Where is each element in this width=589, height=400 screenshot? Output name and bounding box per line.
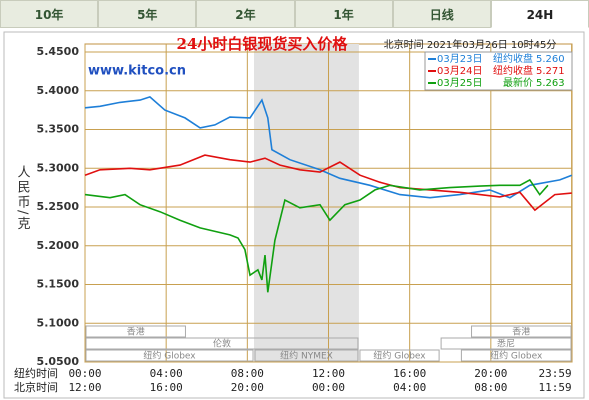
y-tick-label: 5.3000 bbox=[37, 161, 80, 174]
x2-tick-label: 08:00 bbox=[474, 381, 507, 394]
session-label: 纽约 Globex bbox=[373, 350, 426, 362]
legend-name: 03月25日 bbox=[437, 77, 482, 89]
x-tick-label: 08:00 bbox=[231, 367, 264, 380]
x2-tick-label: 04:00 bbox=[393, 381, 426, 394]
x2-tick-label: 11:59 bbox=[538, 381, 571, 394]
tab[interactable]: 日线 bbox=[392, 0, 491, 28]
session-bar bbox=[440, 337, 572, 350]
watermark: www.kitco.cn bbox=[88, 64, 186, 79]
legend-box bbox=[424, 51, 573, 91]
legend-close: 5.271 bbox=[536, 66, 565, 77]
chart-title: 24小时白银现货买入价格 bbox=[177, 35, 349, 53]
tab[interactable]: 24H bbox=[490, 0, 589, 28]
session-bar bbox=[254, 349, 359, 362]
y-tick-label: 5.1500 bbox=[37, 278, 80, 291]
x2-tick-label: 12:00 bbox=[68, 381, 101, 394]
y-tick-label: 5.2500 bbox=[37, 200, 80, 213]
tab[interactable]: 1年 bbox=[294, 0, 393, 28]
session-bar bbox=[471, 325, 572, 338]
x2-tick-label: 20:00 bbox=[231, 381, 264, 394]
x2-row-title: 北京时间 bbox=[14, 380, 58, 394]
session-bar bbox=[85, 349, 254, 362]
session-label: 伦敦 bbox=[213, 338, 231, 350]
session-label: 纽约 NYMEX bbox=[280, 350, 333, 362]
session-bar bbox=[85, 337, 359, 350]
nymex-shade bbox=[254, 44, 359, 362]
y-tick-label: 5.4000 bbox=[37, 84, 80, 97]
legend-close: 5.263 bbox=[536, 78, 565, 89]
session-label: 香港 bbox=[127, 326, 145, 338]
legend-close: 5.260 bbox=[536, 54, 565, 65]
session-bar bbox=[359, 349, 440, 362]
tab[interactable]: 10年 bbox=[0, 0, 99, 28]
session-bar bbox=[85, 325, 186, 338]
session-label: 悉尼 bbox=[497, 338, 515, 350]
chart: 5.0500 5.1000 5.1500 5.2000 5.2500 5.3000 5.35… bbox=[3, 31, 585, 399]
y-tick-label: 5.2000 bbox=[37, 239, 80, 252]
series-line bbox=[84, 178, 549, 293]
legend-note: 纽约收盘 bbox=[493, 52, 533, 65]
y-tick-label: 5.3500 bbox=[37, 123, 80, 136]
y-axis-title: 人民币/克 bbox=[15, 165, 31, 231]
session-label: 香港 bbox=[512, 326, 530, 338]
x2-tick-label: 16:00 bbox=[150, 381, 183, 394]
timestamp: 北京时间 2021年03月26日 10时45分 bbox=[384, 38, 557, 51]
tab[interactable]: 5年 bbox=[98, 0, 197, 28]
y-tick-label: 5.0500 bbox=[37, 355, 80, 368]
x-tick-label: 04:00 bbox=[150, 367, 183, 380]
legend-note: 纽约收盘 bbox=[493, 64, 533, 77]
legend-note: 最新价 bbox=[503, 76, 533, 89]
legend-name: 03月24日 bbox=[437, 65, 482, 77]
session-bar bbox=[460, 349, 572, 362]
series-line bbox=[84, 154, 572, 212]
session-label: 纽约 Globex bbox=[143, 350, 196, 362]
x-tick-label: 12:00 bbox=[312, 367, 345, 380]
x-row-title: 纽约时间 bbox=[14, 366, 58, 380]
series-line bbox=[84, 95, 573, 199]
x-tick-label: 20:00 bbox=[474, 367, 507, 380]
tab-bar: 10年 5年 2年 1年 日线 24H bbox=[0, 0, 589, 30]
y-tick-label: 5.1000 bbox=[37, 316, 80, 329]
x-tick-label: 23:59 bbox=[538, 367, 571, 380]
session-label: 纽约 Globex bbox=[490, 350, 543, 362]
x2-tick-label: 00:00 bbox=[312, 381, 345, 394]
legend-name: 03月23日 bbox=[437, 53, 482, 65]
tab[interactable]: 2年 bbox=[196, 0, 295, 28]
y-tick-label: 5.4500 bbox=[37, 45, 80, 58]
x-tick-label: 00:00 bbox=[68, 367, 101, 380]
x-tick-label: 16:00 bbox=[393, 367, 426, 380]
